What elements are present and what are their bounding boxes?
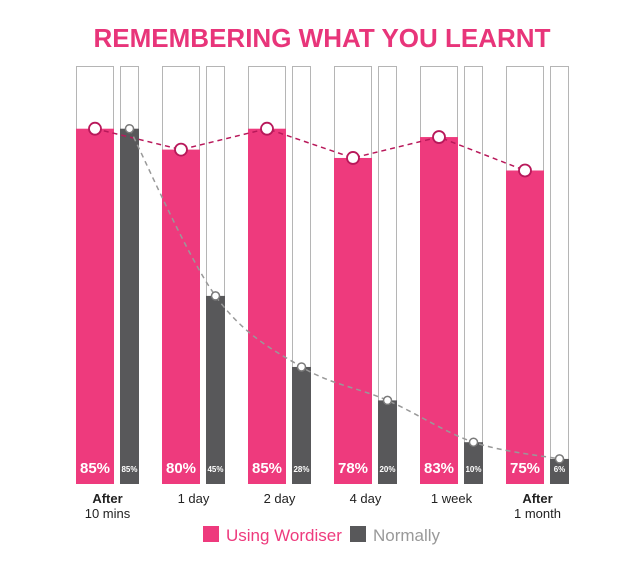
bar-wordiser-1 <box>162 149 200 484</box>
bar-normally-3 <box>378 400 397 484</box>
bar-normally-4 <box>464 442 483 484</box>
bar-wordiser-3 <box>334 157 372 484</box>
marker-normally-1 <box>210 291 221 301</box>
marker-normally-2 <box>296 362 307 372</box>
trend-lines-group <box>88 121 565 464</box>
marker-normally-0 <box>124 123 135 134</box>
legend-label-wordiser: Using Wordiser <box>226 526 342 545</box>
bar-wordiser-2 <box>248 128 286 484</box>
category-label-1: 1 day <box>178 491 210 506</box>
marker-wordiser-5 <box>518 163 532 178</box>
bar-normally-2 <box>292 366 311 484</box>
data-label-wordiser-1: 80% <box>166 460 196 477</box>
bars-group: 85% 85% 80% 45% 85% 28% 78% 20% 83% 10% 75% 6% <box>76 66 569 484</box>
marker-wordiser-1 <box>174 142 188 157</box>
legend-swatch-wordiser <box>203 526 219 542</box>
bar-normally-5 <box>550 458 569 484</box>
bar-outline-normally-4 <box>464 66 483 484</box>
bar-wordiser-0 <box>76 128 114 484</box>
data-label-wordiser-2: 85% <box>252 460 282 477</box>
data-label-wordiser-4: 83% <box>424 460 454 477</box>
data-label-normally-3: 20% <box>379 465 395 474</box>
bar-outline-normally-5 <box>550 66 569 484</box>
bar-normally-1 <box>206 295 225 484</box>
data-label-wordiser-0: 85% <box>80 460 110 477</box>
category-label-line2-0: 10 mins <box>85 506 131 521</box>
chart-title: REMEMBERING WHAT YOU LEARNT <box>94 23 551 53</box>
marker-wordiser-0 <box>88 121 102 136</box>
data-label-wordiser-5: 75% <box>510 460 540 477</box>
data-label-normally-1: 45% <box>207 465 223 474</box>
category-label-line2-5: 1 month <box>514 506 561 521</box>
bar-normally-0 <box>120 128 139 484</box>
marker-normally-3 <box>382 395 393 406</box>
legend-label-normally: Normally <box>373 526 441 545</box>
marker-wordiser-4 <box>432 130 446 144</box>
marker-wordiser-2 <box>260 121 274 136</box>
category-label-3: 4 day <box>350 491 382 506</box>
data-label-normally-2: 28% <box>293 465 309 474</box>
marker-wordiser-3 <box>346 151 360 165</box>
category-label-5: After <box>522 491 552 506</box>
legend-swatch-normally <box>350 526 366 542</box>
marker-normally-5 <box>554 454 565 464</box>
bar-wordiser-4 <box>420 137 458 484</box>
data-label-wordiser-3: 78% <box>338 460 368 477</box>
data-label-normally-5: 6% <box>554 465 566 474</box>
category-label-4: 1 week <box>431 491 473 506</box>
trend-line-wordiser <box>94 127 526 172</box>
data-label-normally-0: 85% <box>121 465 137 474</box>
category-label-0: After <box>92 491 122 506</box>
data-label-normally-4: 10% <box>465 465 481 474</box>
marker-normally-4 <box>468 437 479 447</box>
category-label-2: 2 day <box>264 491 296 506</box>
bar-wordiser-5 <box>506 170 544 484</box>
legend: Using Wordiser Normally <box>203 526 441 545</box>
